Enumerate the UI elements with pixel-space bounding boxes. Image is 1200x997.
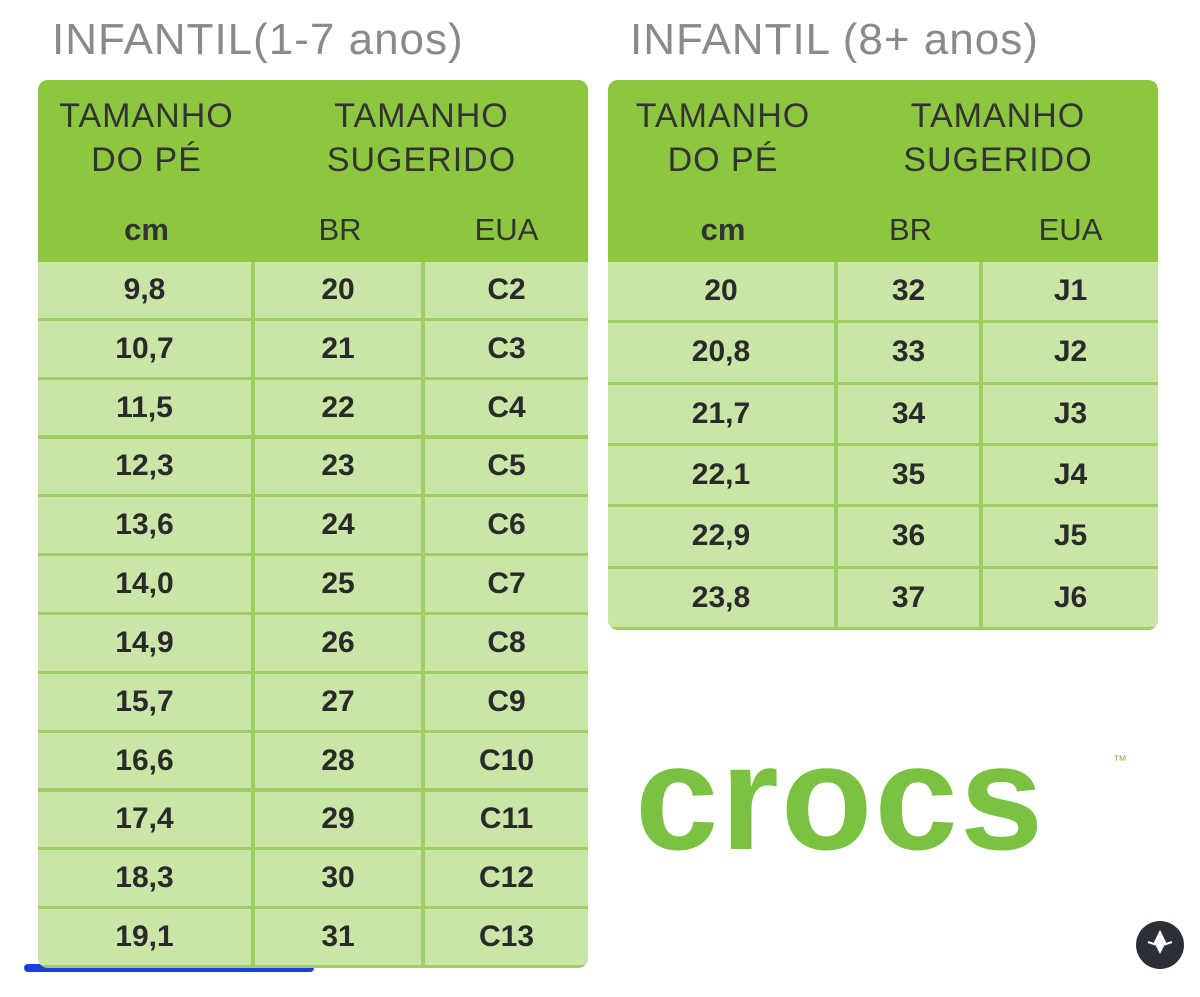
header-text: DO PÉ [91, 141, 202, 179]
table-cell: C2 [425, 262, 588, 318]
header-text: DO PÉ [667, 141, 779, 179]
table-title: INFANTIL(1-7 anos) [52, 15, 464, 64]
table-cell: J5 [983, 507, 1158, 566]
table-cell: 31 [255, 909, 421, 965]
table-cell: 26 [255, 615, 421, 671]
size-table: TAMANHO DO PÉ TAMANHO SUGERIDO cm BR EUA 20 32 J1… [608, 80, 1158, 630]
table-cell: 27 [255, 673, 421, 730]
table-cell: 28 [255, 732, 421, 789]
table-cell: C10 [425, 732, 588, 789]
header-text: SUGERIDO [903, 141, 1093, 179]
table-cell: 30 [255, 850, 421, 907]
table-cell: 18,3 [38, 850, 251, 907]
table-cell: 25 [255, 556, 421, 612]
table-cell: 24 [255, 497, 421, 554]
table-cell: J6 [983, 568, 1158, 627]
column-unit: EUA [1038, 212, 1103, 247]
table-cell: C5 [425, 438, 588, 495]
table-cell: C3 [425, 320, 588, 377]
table-cell: 10,7 [38, 320, 251, 377]
table-title: INFANTIL (8+ anos) [630, 15, 1039, 64]
table-header [608, 80, 1158, 262]
table-cell: C7 [425, 556, 588, 612]
header-text: TAMANHO [910, 97, 1086, 135]
table-cell: J1 [983, 262, 1158, 321]
table-cell: 21 [255, 320, 421, 377]
trademark: ™ [1113, 752, 1127, 768]
table-cell: 14,9 [38, 615, 251, 671]
table-cell: 12,3 [38, 438, 251, 495]
table-cell: 35 [838, 446, 979, 505]
table-cell: 20 [608, 262, 834, 321]
table-cell: 20,8 [608, 323, 834, 382]
table-cell: 37 [838, 568, 979, 627]
table-cell: C9 [425, 673, 588, 730]
column-unit: BR [888, 212, 933, 247]
table-cell: 22 [255, 379, 421, 436]
column-unit: cm [700, 212, 746, 247]
table-cell: C12 [425, 850, 588, 907]
table-cell: 11,5 [38, 379, 251, 436]
table-cell: 15,7 [38, 673, 251, 730]
table-cell: C13 [425, 909, 588, 965]
table-header [38, 80, 588, 262]
table-cell: C8 [425, 615, 588, 671]
header-text: TAMANHO [635, 97, 811, 135]
header-text: SUGERIDO [326, 141, 517, 179]
table-cell: 32 [838, 262, 979, 321]
column-unit: cm [124, 212, 169, 247]
header-text: TAMANHO [334, 97, 509, 135]
table-cell: 36 [838, 507, 979, 566]
scroll-indicator [24, 964, 314, 972]
column-unit: EUA [474, 212, 539, 247]
table-cell: 13,6 [38, 497, 251, 554]
table-cell: 20 [255, 262, 421, 318]
table-cell: 29 [255, 791, 421, 848]
table-cell: 21,7 [608, 384, 834, 443]
table-cell: 17,4 [38, 791, 251, 848]
header-text: TAMANHO [59, 97, 234, 135]
table-cell: 23,8 [608, 568, 834, 627]
table-cell: J2 [983, 323, 1158, 382]
table-cell: C6 [425, 497, 588, 554]
size-table: TAMANHO DO PÉ TAMANHO SUGERIDO cm BR EUA 9,8 20 C… [38, 80, 588, 968]
table-cell: 19,1 [38, 909, 251, 965]
table-cell: 34 [838, 384, 979, 443]
table-cell: J4 [983, 446, 1158, 505]
logo: crocs [635, 713, 1046, 881]
table-cell: 22,1 [608, 446, 834, 505]
table-cell: C11 [425, 791, 588, 848]
table-cell: C4 [425, 379, 588, 436]
table-cell: 33 [838, 323, 979, 382]
table-cell: 23 [255, 438, 421, 495]
column-unit: BR [318, 212, 362, 247]
table-cell: J3 [983, 384, 1158, 443]
table-cell: 16,6 [38, 732, 251, 789]
table-cell: 14,0 [38, 556, 251, 612]
table-cell: 22,9 [608, 507, 834, 566]
watermark-icon [1136, 921, 1184, 969]
table-cell: 9,8 [38, 262, 251, 318]
